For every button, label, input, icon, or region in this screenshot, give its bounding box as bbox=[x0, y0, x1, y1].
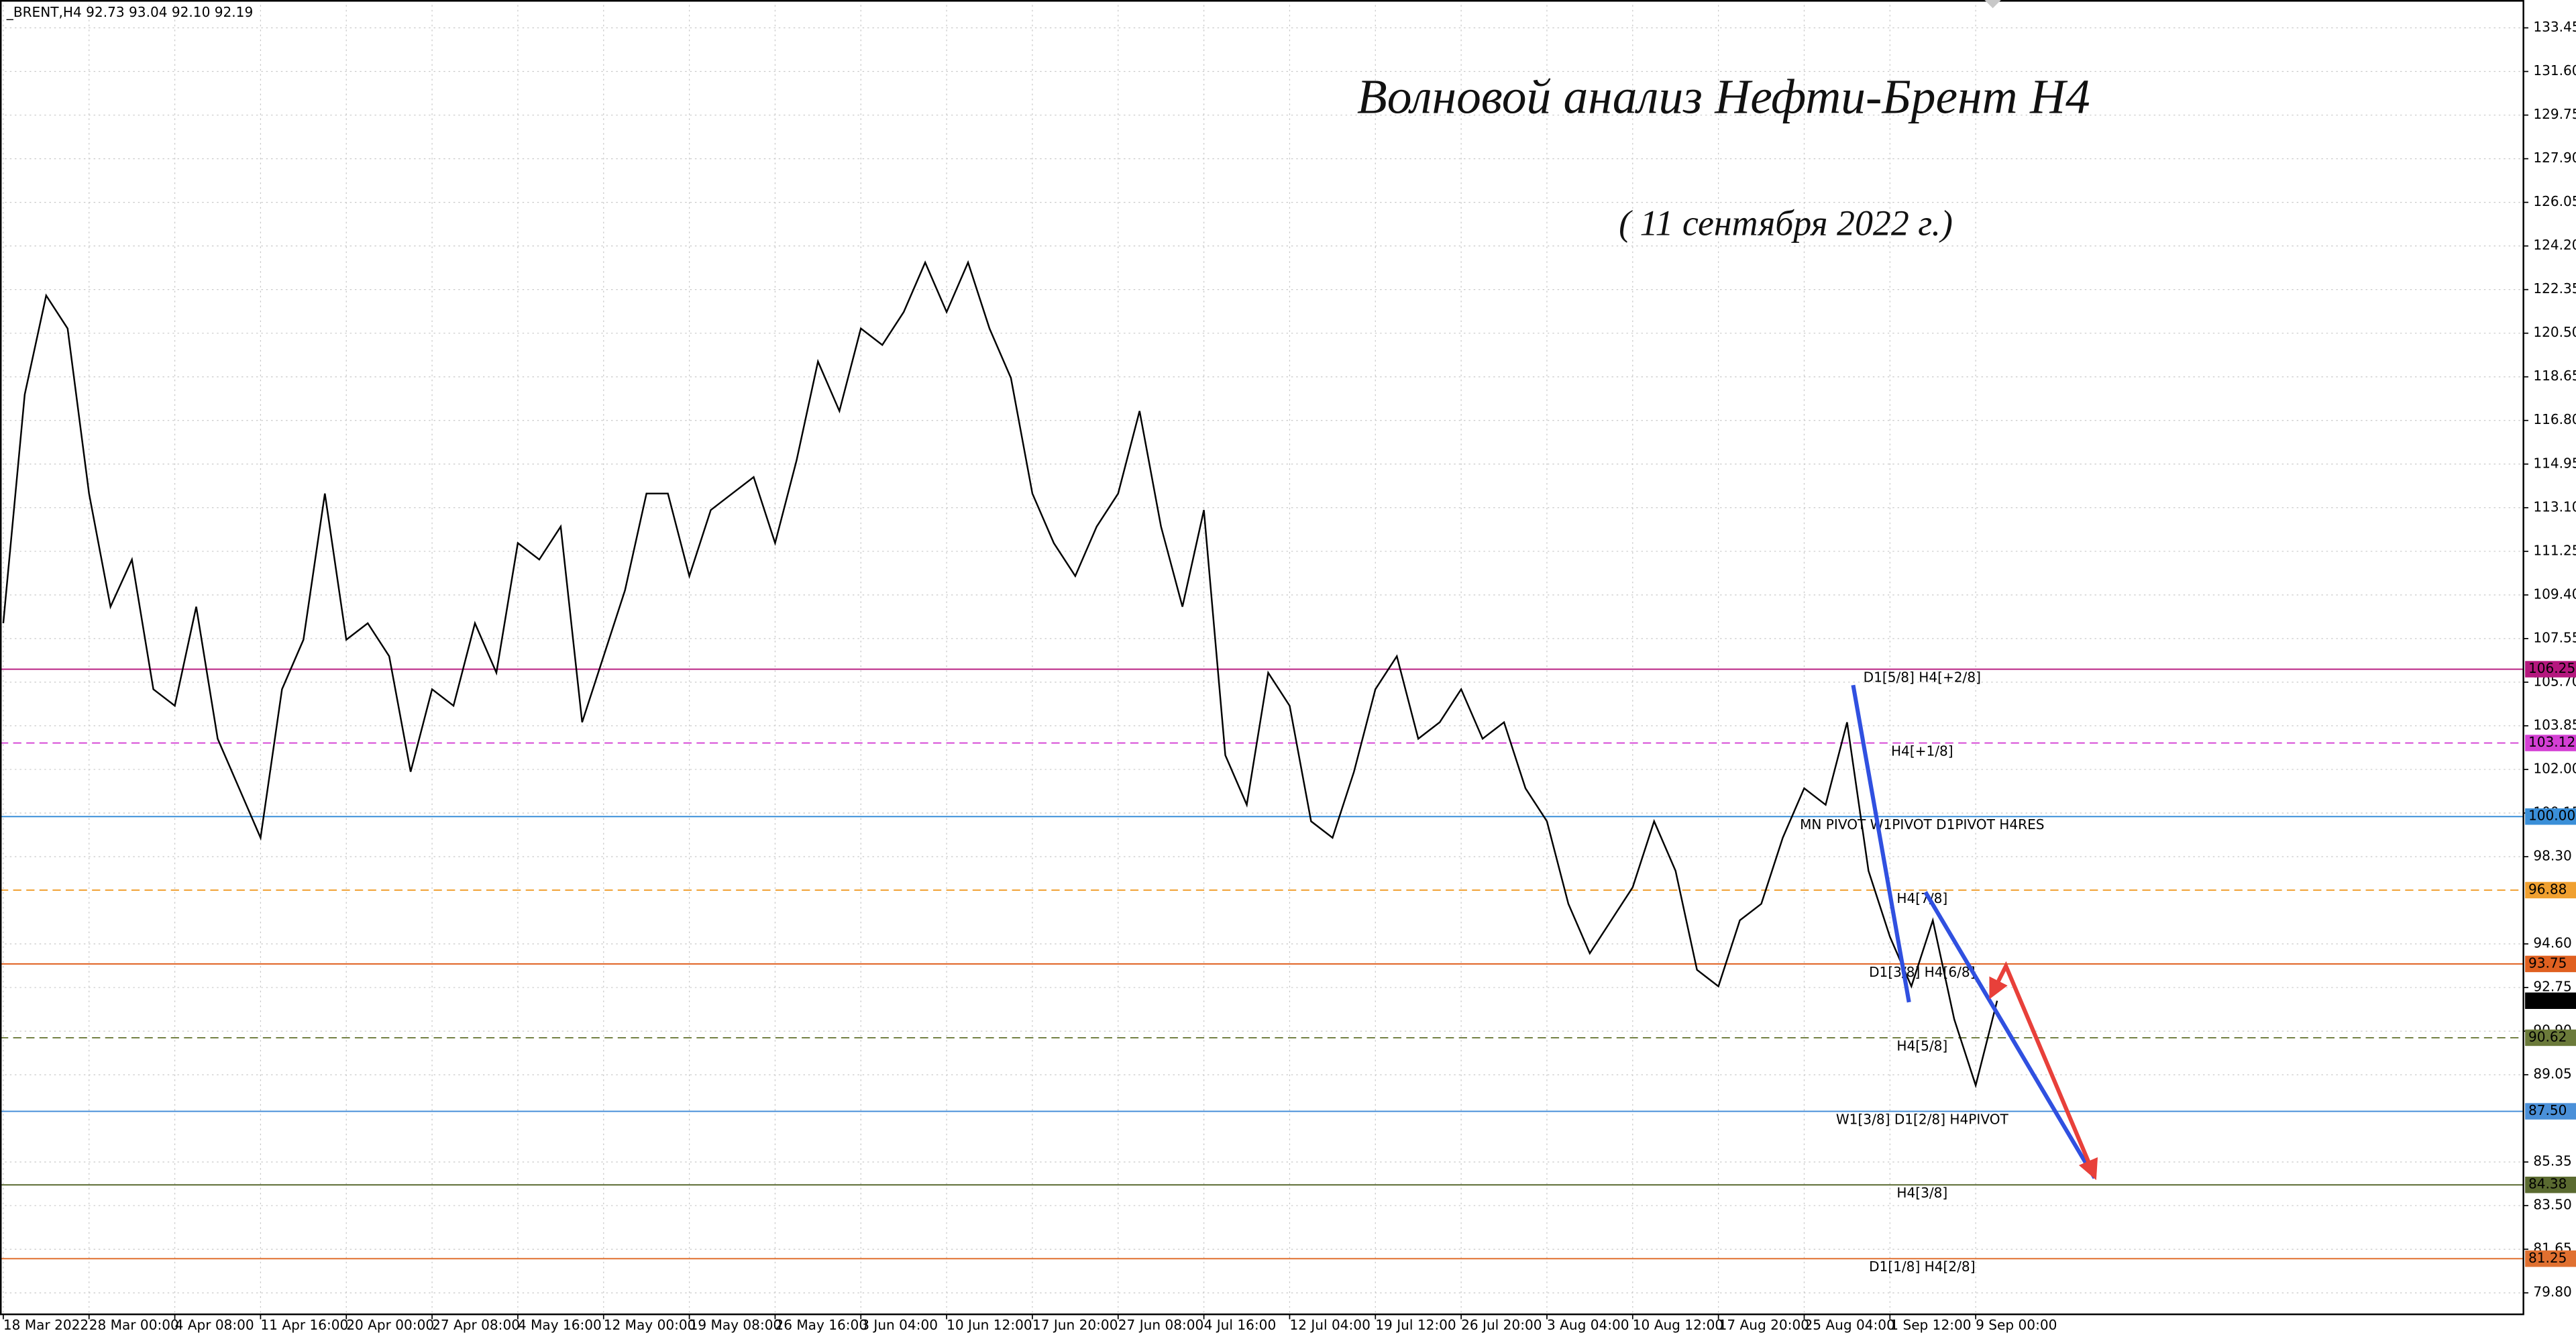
y-tick-label: 120.50 bbox=[2533, 324, 2576, 340]
x-tick-label: 19 Jul 12:00 bbox=[1375, 1317, 1456, 1333]
series bbox=[2, 260, 1998, 1089]
chart-subtitle: ( 11 сентября 2022 г.) bbox=[1619, 203, 1953, 243]
y-tick-label: 111.25 bbox=[2533, 542, 2576, 558]
x-tick-label: 18 Mar 2022 bbox=[3, 1317, 89, 1333]
x-tick-label: 26 May 16:00 bbox=[775, 1317, 867, 1333]
scroll-marker bbox=[1984, 0, 2001, 9]
price-tag bbox=[2525, 881, 2576, 899]
price-tag-label: 96.88 bbox=[2528, 881, 2567, 897]
x-tick-label: 3 Aug 04:00 bbox=[1547, 1317, 1629, 1333]
x-tick-label: 1 Sep 12:00 bbox=[1890, 1317, 1971, 1333]
y-tick-label: 131.60 bbox=[2533, 62, 2576, 78]
forecast-arrow bbox=[1989, 961, 2098, 1181]
price-tag-label: 93.75 bbox=[2528, 955, 2567, 971]
level-label: D1[5/8] H4[+2/8] bbox=[1864, 670, 1981, 686]
y-tick-label: 129.75 bbox=[2533, 106, 2576, 122]
x-tick-label: 11 Apr 16:00 bbox=[260, 1317, 348, 1333]
x-tick-label: 25 Aug 04:00 bbox=[1804, 1317, 1894, 1333]
plot-frame bbox=[0, 0, 2524, 1316]
price-tag bbox=[2525, 955, 2576, 973]
price-tag bbox=[2525, 1250, 2576, 1267]
price-tag-label: 100.00 bbox=[2528, 808, 2575, 824]
y-tick-label: 98.30 bbox=[2533, 847, 2571, 863]
symbol-info: _BRENT,H4 92.73 93.04 92.10 92.19 bbox=[6, 4, 253, 20]
x-tick-label: 20 Apr 00:00 bbox=[346, 1317, 434, 1333]
grid bbox=[0, 0, 2524, 1315]
y-tick-label: 109.40 bbox=[2533, 586, 2576, 602]
y-tick-label: 114.95 bbox=[2533, 455, 2576, 471]
level-label: MN PIVOT W1PIVOT D1PIVOT H4RES bbox=[1800, 816, 2044, 833]
price-tag bbox=[2525, 1029, 2576, 1047]
price-tag bbox=[2525, 1103, 2576, 1120]
level-label: D1[1/8] H4[2/8] bbox=[1869, 1258, 1975, 1275]
y-tick-label: 122.35 bbox=[2533, 280, 2576, 297]
level-label: D1[3/8] H4[6/8] bbox=[1869, 964, 1975, 980]
x-tick-label: 26 Jul 20:00 bbox=[1461, 1317, 1542, 1333]
x-tick-label: 28 Mar 00:00 bbox=[89, 1317, 179, 1333]
last-price-label: 92.19 bbox=[2528, 992, 2567, 1008]
y-tick-label: 126.05 bbox=[2533, 193, 2576, 209]
wave-line bbox=[1851, 684, 1911, 1003]
price-tag bbox=[2525, 1177, 2576, 1193]
x-tick-label: 10 Aug 12:00 bbox=[1633, 1317, 1723, 1333]
y-tick-label: 116.80 bbox=[2533, 411, 2576, 427]
price-tag bbox=[2525, 808, 2576, 825]
x-tick-label: 3 Jun 04:00 bbox=[861, 1317, 938, 1333]
x-tick-label: 12 Jul 04:00 bbox=[1289, 1317, 1370, 1333]
price-tag-label: 103.12 bbox=[2528, 734, 2575, 750]
x-tick-label: 17 Aug 20:00 bbox=[1719, 1317, 1809, 1333]
y-tick-label: 89.05 bbox=[2533, 1066, 2571, 1082]
x-tick-label: 19 May 08:00 bbox=[690, 1317, 782, 1333]
y-tick-label: 79.80 bbox=[2533, 1284, 2571, 1300]
x-tick-label: 4 Jul 16:00 bbox=[1204, 1317, 1277, 1333]
level-label: W1[3/8] D1[2/8] H4PIVOT bbox=[1836, 1112, 2009, 1128]
y-tick-label: 83.50 bbox=[2533, 1197, 2571, 1213]
level-label: H4[+1/8] bbox=[1891, 743, 1953, 759]
price-tag-label: 106.25 bbox=[2528, 660, 2575, 676]
x-tick-label: 12 May 00:00 bbox=[604, 1317, 696, 1333]
y-tick-label: 102.00 bbox=[2533, 760, 2576, 776]
level-label: H4[3/8] bbox=[1896, 1185, 1947, 1201]
level-label: H4[7/8] bbox=[1896, 890, 1947, 906]
y-tick-label: 133.45 bbox=[2533, 19, 2576, 35]
price-tag-label: 87.50 bbox=[2528, 1102, 2567, 1118]
x-tick-label: 9 Sep 00:00 bbox=[1976, 1317, 2057, 1333]
y-tick-label: 85.35 bbox=[2533, 1153, 2571, 1169]
y-tick-label: 118.65 bbox=[2533, 368, 2576, 384]
price-tag-label: 81.25 bbox=[2528, 1250, 2567, 1266]
x-tick-label: 17 Jun 20:00 bbox=[1032, 1317, 1118, 1333]
y-tick-label: 92.75 bbox=[2533, 979, 2571, 995]
level-label: H4[5/8] bbox=[1896, 1038, 1947, 1054]
price-tag-label: 84.38 bbox=[2528, 1176, 2567, 1192]
levels: D1[5/8] H4[+2/8] H4[+1/8] MN PIVOT W1PIVOT… bbox=[0, 668, 2524, 1275]
price-tag bbox=[2525, 661, 2576, 678]
price-line bbox=[2, 260, 1998, 1089]
y-tick-label: 94.60 bbox=[2533, 935, 2571, 951]
y-tick-label: 107.55 bbox=[2533, 629, 2576, 645]
axis: 133.45 131.60 129.75 127.90 126.05 124.20 122.… bbox=[3, 19, 2576, 1333]
chart-title: Волновой анализ Нефти-Брент H4 bbox=[1357, 70, 2090, 124]
y-tick-label: 103.85 bbox=[2533, 716, 2576, 733]
last-price-tag bbox=[2525, 992, 2576, 1009]
x-tick-label: 27 Jun 08:00 bbox=[1118, 1317, 1204, 1333]
y-tick-label: 124.20 bbox=[2533, 237, 2576, 253]
x-tick-label: 4 May 16:00 bbox=[518, 1317, 602, 1333]
y-tick-label: 127.90 bbox=[2533, 150, 2576, 166]
price-tag bbox=[2525, 735, 2576, 751]
x-tick-label: 4 Apr 08:00 bbox=[175, 1317, 254, 1333]
x-tick-label: 10 Jun 12:00 bbox=[947, 1317, 1032, 1333]
y-tick-label: 113.10 bbox=[2533, 498, 2576, 515]
x-tick-label: 27 Apr 08:00 bbox=[432, 1317, 520, 1333]
price-tag-label: 90.62 bbox=[2528, 1028, 2567, 1045]
